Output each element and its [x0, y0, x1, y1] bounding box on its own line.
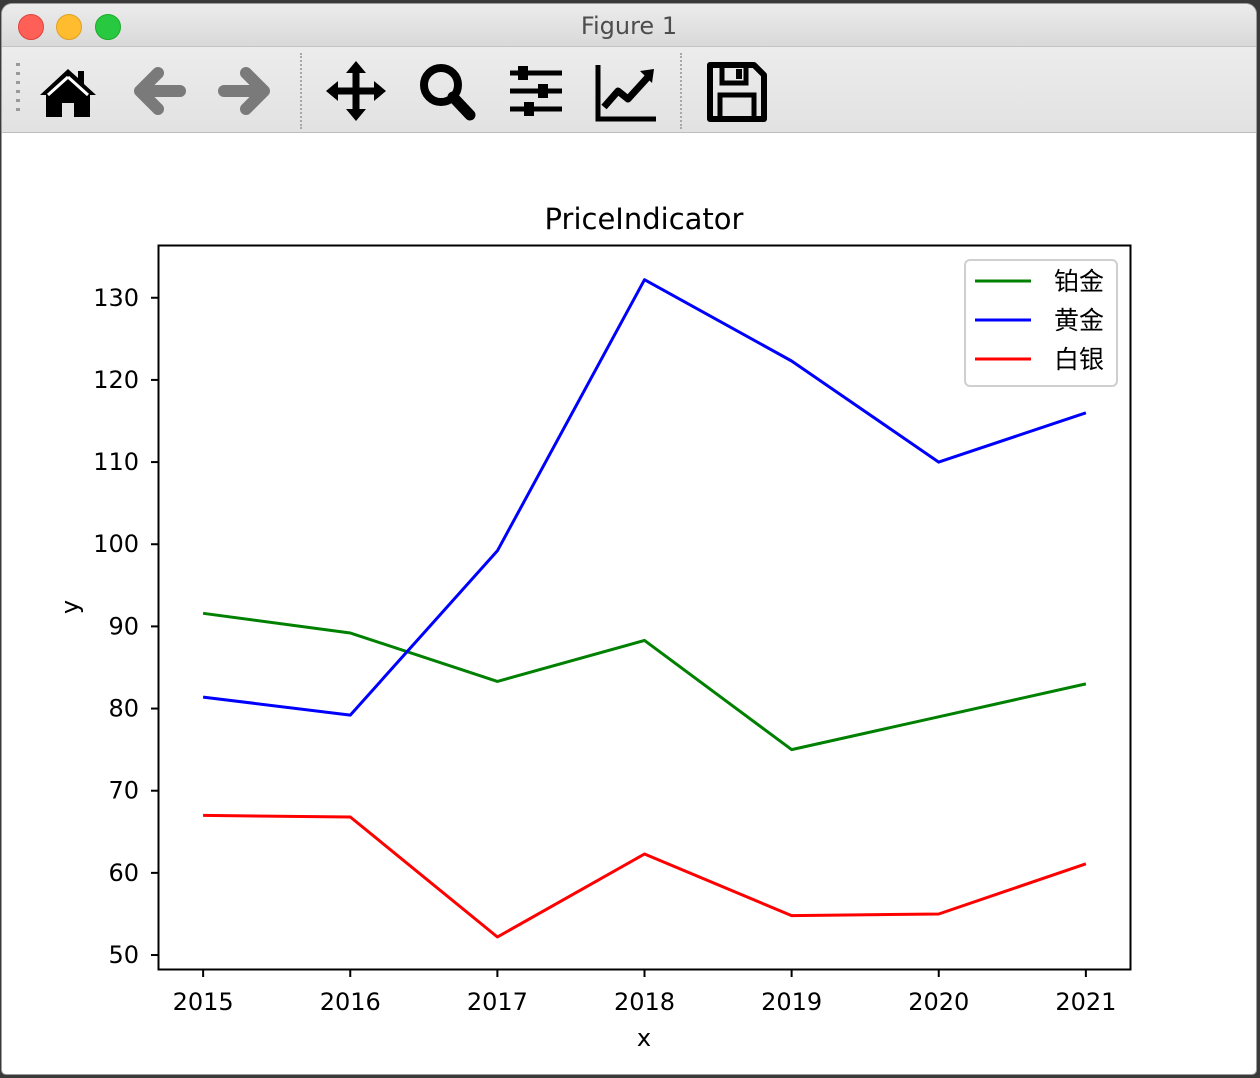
x-tick-label: 2021	[1055, 988, 1116, 1016]
y-axis-label: y	[56, 600, 84, 614]
y-tick-label: 90	[108, 612, 139, 640]
navigation-toolbar	[2, 47, 1256, 133]
edit-axis-button[interactable]	[594, 59, 658, 123]
forward-arrow-icon	[218, 67, 270, 115]
save-icon	[707, 62, 767, 122]
zoom-icon	[420, 64, 476, 121]
y-tick-label: 80	[108, 695, 139, 723]
pan-button[interactable]	[324, 59, 388, 123]
y-tick-label: 130	[93, 284, 139, 312]
toolbar-grip[interactable]	[16, 63, 20, 115]
title-bar[interactable]: Figure 1	[2, 4, 1256, 47]
x-tick-label: 2019	[761, 988, 822, 1016]
y-tick-label: 120	[93, 366, 139, 394]
home-icon	[40, 69, 96, 117]
back-button[interactable]	[126, 59, 190, 123]
x-tick-label: 2015	[173, 988, 234, 1016]
x-tick-label: 2018	[614, 988, 675, 1016]
configure-subplots-button[interactable]	[504, 59, 568, 123]
chart-title: PriceIndicator	[545, 202, 744, 236]
forward-button[interactable]	[214, 59, 278, 123]
series-line-2	[202, 278, 1087, 717]
close-window-button[interactable]	[18, 14, 44, 40]
y-tick-label: 100	[93, 530, 139, 558]
zoom-button[interactable]	[414, 59, 478, 123]
y-tick-label: 50	[108, 941, 139, 969]
y-tick-label: 60	[108, 859, 139, 887]
figure-window: Figure 1	[2, 4, 1256, 1074]
series-line-1	[202, 611, 1087, 752]
window-title: Figure 1	[580, 12, 678, 40]
x-tick-label: 2016	[320, 988, 381, 1016]
move-icon	[326, 61, 386, 121]
minimize-window-button[interactable]	[56, 14, 82, 40]
legend-label: 白银	[1054, 345, 1104, 374]
legend-label: 铂金	[1054, 267, 1104, 296]
x-tick-label: 2020	[908, 988, 969, 1016]
x-axis: 2015 2016 2017 2018 2019 2020 2021	[173, 969, 1116, 1016]
configure-subplots-icon	[510, 66, 562, 116]
home-button[interactable]	[36, 59, 100, 123]
plot-area	[202, 278, 1087, 939]
x-tick-label: 2017	[467, 988, 528, 1016]
back-arrow-icon	[134, 67, 186, 115]
y-tick-label: 110	[93, 448, 139, 476]
figure-canvas: PriceIndicator 2015 2016 2017 2018 2019 2020 2…	[56, 202, 1132, 1052]
toolbar-separator	[680, 53, 682, 129]
legend-frame	[964, 259, 1118, 387]
legend-label: 黄金	[1054, 306, 1104, 335]
edit-axis-icon	[595, 65, 656, 122]
series-line-3	[203, 813, 1087, 939]
x-axis-label: x	[637, 1024, 651, 1052]
save-button[interactable]	[704, 59, 768, 123]
toolbar-separator	[300, 53, 302, 129]
zoom-window-button[interactable]	[95, 14, 121, 40]
y-tick-label: 70	[108, 777, 139, 805]
y-axis: 50 60 70 80 90 100 110 120 130	[93, 284, 159, 969]
